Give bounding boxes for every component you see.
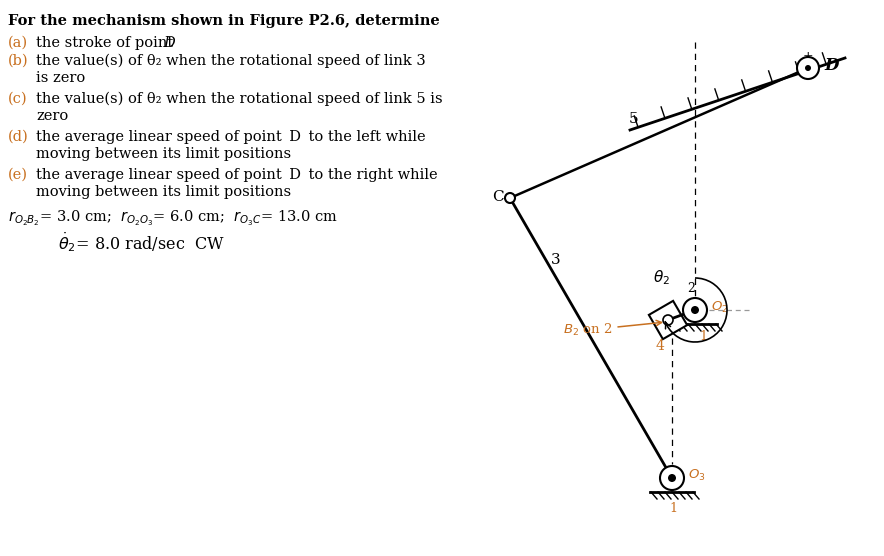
Text: $B_2$ on 2: $B_2$ on 2	[563, 320, 661, 338]
Circle shape	[668, 474, 676, 482]
Text: moving between its limit positions: moving between its limit positions	[36, 147, 291, 161]
Text: D: D	[163, 36, 175, 50]
Text: (c): (c)	[8, 92, 27, 106]
Text: 1: 1	[699, 330, 707, 342]
Text: zero: zero	[36, 109, 68, 123]
Text: (e): (e)	[8, 168, 28, 182]
Text: is zero: is zero	[36, 71, 85, 85]
Circle shape	[663, 315, 673, 325]
Text: (b): (b)	[8, 54, 28, 68]
Text: $r_{O_2B_2}$= 3.0 cm;  $r_{O_2O_3}$= 6.0 cm;  $r_{O_3C}$= 13.0 cm: $r_{O_2B_2}$= 3.0 cm; $r_{O_2O_3}$= 6.0 …	[8, 208, 338, 227]
Text: the stroke of point: the stroke of point	[36, 36, 178, 50]
Text: the average linear speed of point  D  to the right while: the average linear speed of point D to t…	[36, 168, 438, 182]
Circle shape	[691, 306, 699, 314]
Text: the value(s) of θ₂ when the rotational speed of link 5 is: the value(s) of θ₂ when the rotational s…	[36, 92, 443, 106]
Text: $O_3$: $O_3$	[688, 468, 705, 483]
Text: For the mechanism shown in Figure P2.6, determine: For the mechanism shown in Figure P2.6, …	[8, 14, 439, 28]
Text: $\theta_2$: $\theta_2$	[653, 269, 670, 287]
Text: 4: 4	[656, 339, 665, 353]
Circle shape	[683, 298, 707, 322]
Text: the value(s) of θ₂ when the rotational speed of link 3: the value(s) of θ₂ when the rotational s…	[36, 54, 426, 68]
Circle shape	[505, 193, 515, 203]
Circle shape	[797, 57, 819, 79]
Text: +: +	[803, 51, 813, 63]
Text: $\dot{\theta}_2$= 8.0 rad/sec  CW: $\dot{\theta}_2$= 8.0 rad/sec CW	[58, 230, 225, 254]
Circle shape	[660, 466, 684, 490]
Bar	[649, 301, 687, 339]
Text: 2: 2	[687, 281, 695, 295]
Text: the average linear speed of point  D  to the left while: the average linear speed of point D to t…	[36, 130, 425, 144]
Circle shape	[805, 65, 811, 71]
Text: C: C	[492, 190, 504, 204]
Text: 1: 1	[669, 502, 677, 514]
Text: (d): (d)	[8, 130, 29, 144]
Text: 3: 3	[551, 253, 560, 267]
Text: 1: 1	[696, 305, 704, 319]
Text: 5: 5	[629, 112, 638, 126]
Text: D: D	[824, 57, 838, 75]
Text: $O_2$: $O_2$	[711, 300, 728, 315]
Text: moving between its limit positions: moving between its limit positions	[36, 185, 291, 199]
Text: 2: 2	[684, 305, 692, 319]
Text: (a): (a)	[8, 36, 28, 50]
